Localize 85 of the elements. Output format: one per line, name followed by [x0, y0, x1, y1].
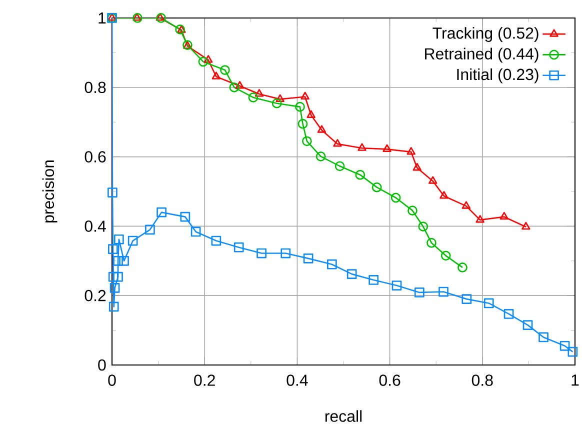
point — [333, 139, 342, 147]
point — [114, 234, 124, 244]
point — [382, 144, 392, 152]
point — [368, 275, 379, 285]
point — [406, 146, 416, 155]
point — [211, 236, 222, 246]
y-tick-label: 1 — [98, 12, 106, 24]
point — [254, 89, 264, 97]
point — [522, 222, 530, 230]
y-tick-label: 0.6 — [84, 151, 106, 162]
point — [440, 250, 451, 261]
point — [326, 259, 337, 270]
point — [408, 206, 418, 216]
point — [458, 262, 468, 272]
point — [229, 82, 240, 92]
legend-label: Retrained (0.44) — [425, 48, 538, 63]
point — [390, 192, 401, 203]
x-axis-title: recall — [325, 410, 362, 422]
point — [276, 94, 284, 102]
point — [300, 92, 310, 100]
point — [302, 136, 312, 146]
point — [235, 81, 244, 89]
point — [372, 182, 382, 192]
point — [560, 340, 570, 351]
point — [316, 152, 326, 162]
point — [113, 256, 123, 266]
point — [248, 92, 258, 102]
point — [190, 226, 201, 237]
point — [355, 170, 366, 180]
point — [414, 288, 424, 298]
point — [568, 346, 578, 357]
y-tick-label: 0.2 — [84, 290, 106, 302]
y-tick-label: 0.8 — [84, 82, 106, 94]
x-tick-label: 0.2 — [194, 374, 215, 386]
y-tick-label: 0 — [98, 359, 106, 371]
point — [280, 248, 291, 258]
point — [438, 286, 448, 297]
x-tick-label: 0.6 — [379, 374, 400, 386]
point — [298, 118, 308, 129]
point — [180, 212, 190, 222]
point — [204, 55, 213, 63]
point — [426, 238, 436, 248]
point — [462, 201, 471, 209]
point — [119, 256, 129, 266]
point — [317, 125, 326, 133]
x-tick-label: 1 — [572, 374, 579, 386]
point — [440, 191, 448, 199]
point — [392, 280, 402, 290]
x-tick-label: 0.4 — [286, 374, 308, 386]
point — [156, 207, 166, 218]
point — [108, 272, 118, 282]
point — [256, 248, 266, 258]
point — [346, 269, 357, 280]
point — [484, 298, 494, 308]
point — [234, 242, 244, 252]
point — [412, 162, 422, 171]
x-tick-label: 0.8 — [472, 374, 493, 386]
point — [500, 212, 509, 220]
point — [462, 294, 472, 304]
point — [110, 283, 120, 293]
point — [212, 72, 221, 80]
point — [476, 215, 484, 223]
point — [108, 302, 119, 312]
legend-label: Initial (0.23) — [457, 68, 538, 84]
point — [504, 309, 514, 319]
point — [198, 56, 208, 67]
point — [522, 320, 533, 330]
point — [334, 161, 345, 172]
y-axis-title: precision — [42, 160, 58, 222]
x-tick-label: 0 — [108, 374, 116, 386]
point — [306, 110, 316, 118]
point — [272, 98, 282, 108]
point — [108, 188, 118, 198]
point — [303, 254, 314, 264]
point — [295, 102, 305, 112]
point — [108, 244, 118, 254]
point — [145, 224, 155, 235]
point — [358, 143, 366, 151]
y-tick-label: 0.4 — [84, 220, 106, 232]
point — [128, 236, 138, 246]
point — [538, 332, 548, 342]
point — [428, 176, 438, 184]
point — [418, 222, 428, 232]
legend-label: Tracking (0.52) — [432, 27, 538, 42]
point — [220, 65, 230, 75]
